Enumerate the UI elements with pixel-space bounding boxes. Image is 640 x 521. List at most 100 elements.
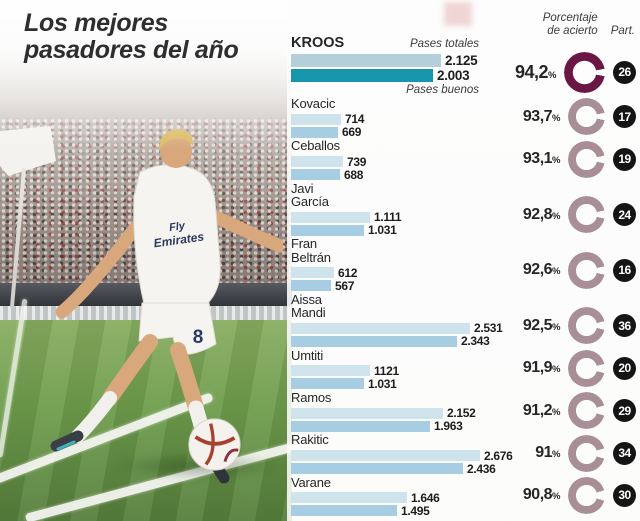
player-row: Aissa Mandi Pases totales 2.531 2.343 Pa… — [291, 293, 636, 348]
accuracy-donut-icon — [568, 196, 605, 234]
accuracy-donut-icon — [564, 51, 605, 93]
matches-badge: 16 — [613, 258, 636, 282]
accuracy-percent: 92,6% — [522, 261, 561, 279]
value-pases-totales: 1.111 — [374, 210, 402, 225]
accuracy-percent: 92,8% — [522, 205, 561, 223]
value-pases-buenos: 1.963 — [434, 419, 463, 434]
bar-pases-totales — [291, 267, 334, 279]
player-bars-block: Aissa Mandi Pases totales 2.531 2.343 Pa… — [291, 291, 503, 348]
accuracy-percent: 91% — [535, 444, 560, 462]
player-rows: KROOS Pases totales 2.125 2.003 Pases bu… — [291, 36, 636, 518]
matches-badge: 29 — [613, 399, 636, 423]
accuracy-percent: 94,2% — [515, 61, 556, 82]
faded-scoreboard — [444, 2, 472, 26]
bar-pases-buenos — [291, 280, 331, 292]
percent-sign: % — [552, 449, 560, 461]
bar-pases-buenos — [291, 505, 397, 517]
player-name: Umtiti — [291, 347, 324, 363]
player-row: Fran Beltrán Pases totales 612 567 Pases… — [291, 237, 636, 293]
player-name: Aissa Mandi — [291, 291, 326, 321]
accuracy-percent: 93,7% — [522, 107, 561, 125]
accuracy-donut-icon — [568, 98, 605, 136]
value-pases-totales: 2.531 — [474, 321, 503, 336]
bar-pases-totales — [291, 211, 370, 223]
bar-pases-totales — [291, 365, 370, 377]
bar-pases-buenos — [291, 126, 338, 138]
player-name: Ceballos — [291, 138, 340, 154]
player-stats-block: 92,5% 36 — [510, 307, 636, 345]
player-stats-block: 92,8% 24 — [510, 196, 636, 234]
bar-pases-totales — [291, 156, 343, 168]
chart-panel: Porcentaje de acierto Part. KROOS Pases … — [287, 0, 640, 521]
bar-pases-totales — [291, 113, 341, 125]
participation-column-header: Part. — [610, 24, 635, 37]
player-bars-block: Fran Beltrán Pases totales 612 567 Pases… — [291, 237, 487, 293]
accuracy-donut-icon — [568, 251, 605, 289]
accuracy-percent: 91,2% — [522, 401, 561, 419]
player-row: Kovacic Pases totales 714 669 Pases buen… — [291, 95, 636, 140]
player-photo: Fly Emirates 8 — [0, 0, 292, 521]
matches-badge: 20 — [613, 356, 636, 380]
accuracy-percent: 92,5% — [522, 316, 561, 334]
value-pases-buenos: 1.031 — [368, 223, 397, 238]
player-stats-block: 91,2% 29 — [510, 392, 636, 430]
player-row: Rakitic Pases totales 2.676 2.436 Pases … — [291, 433, 636, 476]
accuracy-percent: 93,1% — [522, 150, 561, 168]
player-stats-block: 90,8% 30 — [510, 476, 636, 514]
player-bars-block: KROOS Pases totales 2.125 2.003 Pases bu… — [291, 36, 487, 96]
football — [188, 418, 241, 471]
title-line1: Los mejores — [24, 9, 168, 37]
player-stats-block: 94,2% 26 — [506, 51, 636, 93]
bar-pases-totales — [291, 407, 443, 419]
player-name: Kovacic — [291, 95, 336, 111]
player-stats-block: 91,9% 20 — [510, 349, 636, 387]
bar-pases-buenos — [291, 378, 364, 390]
value-pases-buenos: 2.003 — [437, 68, 470, 84]
player-row: KROOS Pases totales 2.125 2.003 Pases bu… — [291, 36, 636, 96]
value-pases-buenos: 567 — [335, 278, 355, 293]
player-stats-block: 93,7% 17 — [510, 98, 636, 136]
matches-badge: 34 — [613, 441, 636, 465]
player-stats-block: 93,1% 19 — [510, 140, 636, 178]
bar-pases-buenos — [291, 224, 364, 236]
player-name: KROOS — [291, 35, 345, 51]
shorts-number: 8 — [193, 327, 204, 348]
bar-pases-totales — [291, 54, 441, 68]
percent-sign: % — [552, 155, 560, 167]
player-bars-block: Varane Pases totales 1.646 1.495 Pases b… — [291, 474, 487, 518]
value-pases-totales: 1.646 — [411, 490, 440, 505]
percent-sign: % — [552, 364, 560, 376]
accuracy-donut-icon — [568, 476, 605, 514]
value-pases-buenos: 2.436 — [467, 461, 496, 476]
value-pases-buenos: 669 — [342, 125, 362, 140]
accuracy-donut-icon — [568, 392, 605, 430]
player-stats-block: 92,6% 16 — [510, 251, 636, 289]
bar-pases-buenos — [291, 463, 463, 475]
player-bars-block: Javi García Pases totales 1.111 1.031 Pa… — [291, 182, 487, 237]
accuracy-donut-icon — [568, 434, 605, 472]
player-bars-block: Kovacic Pases totales 714 669 Pases buen… — [291, 95, 487, 140]
player-name: Javi García — [291, 180, 329, 209]
title-line2: pasadores del año — [24, 35, 239, 64]
player-figure: Fly Emirates 8 — [50, 129, 283, 484]
value-pases-totales: 612 — [338, 265, 358, 280]
player-bars-block: Umtiti Pases totales 1121 1.031 Pases bu… — [291, 347, 487, 391]
value-pases-buenos: 688 — [344, 167, 364, 182]
player-name: Ramos — [291, 389, 332, 405]
accuracy-percent: 90,8% — [522, 486, 561, 504]
accuracy-header-line2: de acierto — [547, 24, 598, 37]
percent-sign: % — [548, 69, 556, 81]
accuracy-donut-icon — [568, 349, 605, 387]
percent-sign: % — [552, 112, 560, 124]
bar-pases-buenos — [291, 69, 433, 83]
matches-badge: 36 — [613, 314, 636, 338]
bar-pases-totales — [291, 322, 470, 334]
matches-badge: 24 — [613, 203, 636, 227]
percent-sign: % — [552, 321, 560, 333]
player-name: Varane — [291, 474, 331, 490]
matches-badge: 26 — [613, 60, 636, 84]
player-bars-block: Rakitic Pases totales 2.676 2.436 Pases … — [291, 433, 513, 476]
page-title: Los mejores pasadores del año — [24, 9, 239, 64]
percent-sign: % — [552, 210, 560, 222]
